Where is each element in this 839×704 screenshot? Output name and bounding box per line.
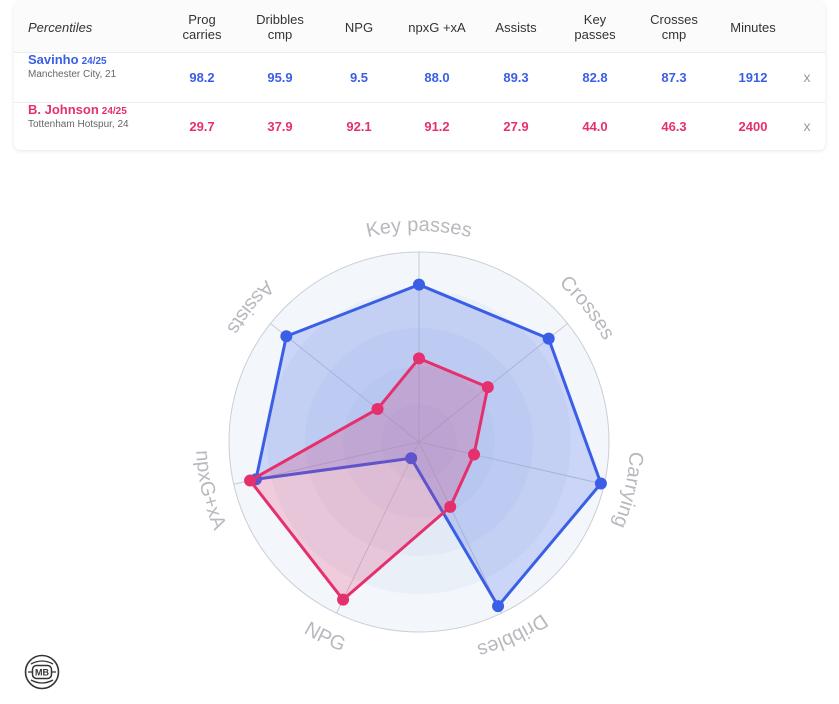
remove-player-button[interactable]: x (803, 69, 811, 85)
table-header-row: Percentiles Prog carries Dribbles cmp NP… (14, 2, 825, 53)
column-header: Dribbles cmp (256, 12, 304, 42)
radar-point (481, 381, 494, 394)
player-name: B. Johnson 24/25 (28, 102, 127, 117)
table-header-label: Percentiles (28, 19, 93, 35)
radar-series-polygon (248, 356, 490, 602)
radar-series-layer (244, 278, 607, 613)
table-cell: 92.1 (346, 118, 372, 134)
column-header: Prog carries (182, 12, 222, 42)
player-season: 24/25 (81, 56, 107, 67)
table-cell: 29.7 (189, 118, 215, 134)
table-cell: 44.0 (582, 118, 608, 134)
table-cell: 87.3 (661, 69, 687, 85)
column-header: npxG +xA (408, 19, 466, 35)
table-row: B. Johnson 24/25 Tottenham Hotspur, 24 29… (14, 102, 825, 150)
table-cell: 82.8 (582, 69, 608, 85)
radar-spoke (336, 441, 420, 614)
radar-point (337, 593, 350, 606)
radar-spoke (418, 441, 502, 614)
remove-player-button[interactable]: x (803, 118, 811, 134)
radar-point (594, 477, 607, 490)
player-name: Savinho 24/25 (28, 52, 107, 67)
radar-axis-label: NPG (301, 618, 349, 656)
radar-point (413, 352, 425, 365)
column-header: Minutes (730, 19, 776, 35)
radar-spoke (418, 441, 605, 485)
player-club: Tottenham Hotspur, 24 (28, 119, 129, 130)
table-cell: 89.3 (503, 69, 529, 85)
player-name-cell: B. Johnson 24/25 Tottenham Hotspur, 24 (28, 102, 129, 150)
table-cell: 46.3 (661, 118, 687, 134)
column-header: Key passes (574, 12, 616, 42)
radar-point (542, 332, 555, 345)
radar-spoke (270, 323, 420, 443)
radar-point (371, 402, 384, 415)
radar-series-polygon (254, 283, 603, 608)
player-club: Manchester City, 21 (28, 69, 117, 80)
table-cell: 2400 (738, 118, 768, 134)
column-header: Crosses cmp (650, 12, 698, 42)
player-season: 24/25 (101, 106, 127, 117)
table-cell: 98.2 (189, 69, 215, 85)
radar-axis-label: npxG+xA (191, 450, 230, 534)
table-cell: 95.9 (267, 69, 293, 85)
table-cell: 27.9 (503, 118, 529, 134)
column-header: NPG (344, 19, 374, 35)
radar-point (468, 448, 481, 461)
mb-logo-icon: MB (24, 654, 60, 690)
logo-text: MB (35, 668, 49, 678)
radar-point (492, 600, 505, 613)
radar-point (244, 474, 257, 487)
radar-point (405, 452, 418, 465)
table-cell: 91.2 (424, 118, 450, 134)
percentiles-table: Percentiles Prog carries Dribbles cmp NP… (14, 2, 825, 150)
radar-axis-label: Carrying (608, 451, 646, 531)
table-cell: 88.0 (424, 69, 450, 85)
radar-axis-label: Key passes (364, 214, 474, 242)
radar-point (444, 500, 457, 513)
player-name-cell: Savinho 24/25 Manchester City, 21 (28, 52, 116, 102)
radar-point (280, 330, 293, 343)
table-cell: 9.5 (349, 69, 369, 85)
table-cell: 1912 (738, 69, 768, 85)
table-row: Savinho 24/25 Manchester City, 21 98.2 95… (14, 52, 825, 103)
column-header: Assists (495, 19, 537, 35)
table-cell: 37.9 (267, 118, 293, 134)
radar-spoke (418, 323, 568, 443)
radar-point (413, 278, 425, 291)
